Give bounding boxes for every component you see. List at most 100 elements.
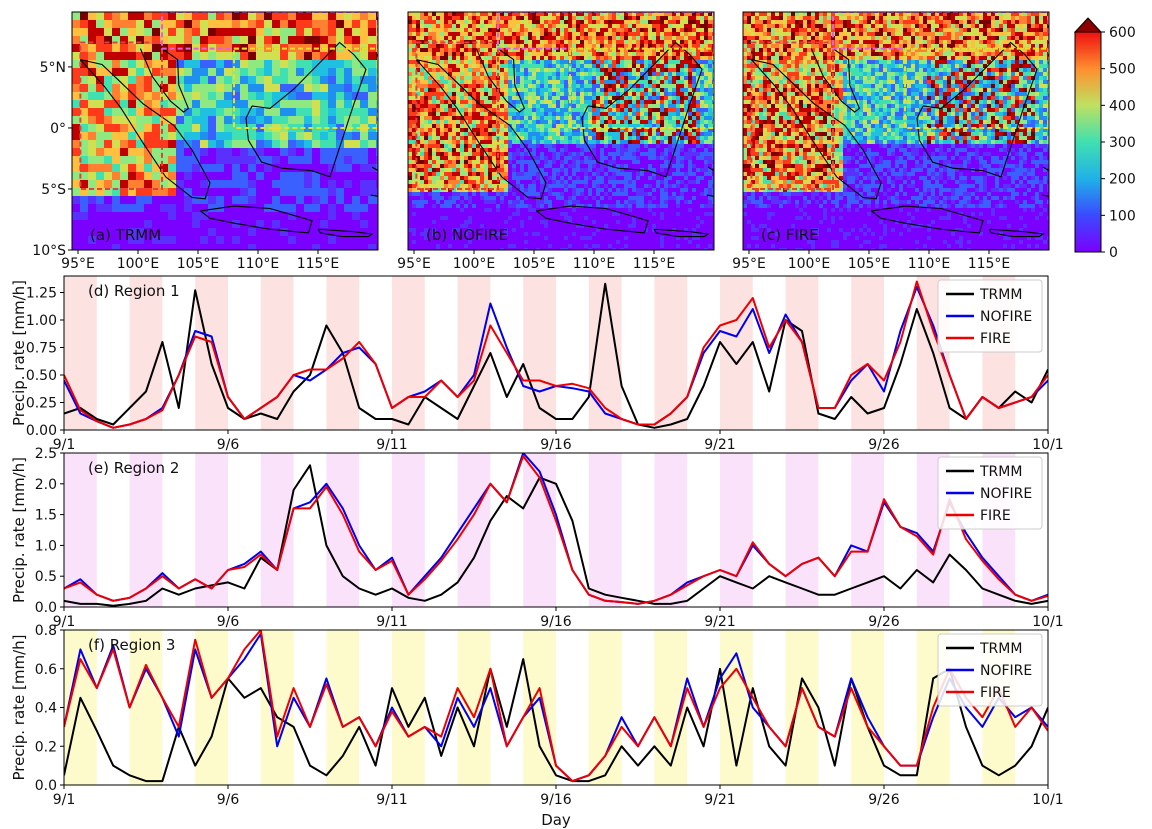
day-shade (654, 453, 688, 607)
lon-tick-label: 100°E (117, 256, 160, 272)
legend-label: FIRE (980, 685, 1011, 701)
region-box (233, 47, 378, 129)
coastline (653, 228, 710, 238)
panel-label: (f) Region 3 (88, 636, 175, 654)
lon-tick-label: 95°E (61, 256, 95, 272)
map-frame (407, 11, 715, 251)
lon-tick-label: 95°E (732, 256, 766, 272)
lon-tick-label: 115°E (633, 256, 676, 272)
map-panel-label: (c) FIRE (761, 226, 819, 244)
timeseries-panel: 0.0 0.5 1.0 1.5 2.0 2.5 9/1 9/6 9/11 9/16 9/21 9/26… (10, 446, 1064, 630)
y-tick-label: 1.0 (35, 538, 57, 554)
y-tick-label: 0.6 (35, 662, 57, 678)
colorbar-tick-label: 400 (1109, 98, 1136, 114)
map-frame (71, 11, 379, 251)
x-tick-label: 9/6 (217, 792, 240, 808)
day-shade (457, 276, 491, 430)
legend-label: NOFIRE (980, 486, 1032, 502)
x-tick-label: 9/16 (540, 437, 572, 453)
map-panel: (a) TRMM 95°E 100°E 105°E 110°E 115°E 5°N 0° 5°S… (32, 11, 379, 272)
day-shade (851, 630, 884, 785)
coastline (370, 166, 378, 197)
x-tick-label: 9/6 (217, 614, 240, 630)
colorbar-tick-label: 500 (1109, 62, 1136, 78)
region-box (79, 41, 163, 190)
map-frame (742, 11, 1050, 251)
coastline (750, 59, 882, 200)
lon-tick-label: 110°E (573, 256, 616, 272)
day-shade (851, 276, 884, 430)
y-tick-label: 2.5 (35, 446, 57, 462)
day-shade (326, 630, 360, 785)
legend-label: NOFIRE (980, 309, 1032, 325)
coastline (916, 41, 1038, 178)
x-tick-label: 9/21 (704, 437, 735, 453)
lat-tick-label: 0° (50, 121, 66, 137)
y-axis-label: Precip. rate [mm/h] (10, 280, 28, 426)
colorbar-tick-label: 0 (1109, 245, 1118, 261)
panel-label: (d) Region 1 (88, 282, 180, 300)
lon-tick-label: 105°E (177, 256, 220, 272)
day-shade (64, 453, 97, 607)
day-shade (129, 276, 163, 430)
y-tick-label: 0.5 (35, 569, 57, 585)
y-tick-label: 0.2 (35, 739, 57, 755)
day-shade (195, 630, 228, 785)
colorbar-tick-label: 600 (1109, 25, 1136, 41)
y-tick-label: 0.50 (26, 368, 57, 384)
lon-tick-label: 115°E (297, 256, 340, 272)
x-tick-label: 9/26 (868, 437, 900, 453)
day-shade (260, 630, 294, 785)
y-tick-label: 1.25 (26, 286, 57, 302)
timeseries-panel: 0.0 0.2 0.4 0.6 0.8 9/1 9/6 9/11 9/16 9/21 9/26 10/… (10, 623, 1064, 829)
y-axis-label: Precip. rate [mm/h] (10, 634, 28, 780)
coastline (581, 41, 703, 178)
lon-tick-label: 105°E (513, 256, 556, 272)
lat-tick-label: 10°S (32, 243, 66, 259)
day-shade (326, 453, 360, 607)
colorbar: 0 100 200 300 400 500 600 (1073, 17, 1136, 261)
day-shade (785, 276, 819, 430)
region-box (750, 41, 835, 190)
map-panel-label: (b) NOFIRE (426, 226, 508, 244)
day-shade (720, 453, 753, 607)
series-line-trmm (64, 282, 1048, 429)
coastline (139, 48, 190, 113)
y-tick-label: 0.75 (26, 341, 57, 357)
x-tick-label: 9/16 (540, 614, 572, 630)
coastline (871, 205, 984, 234)
coastline (536, 205, 649, 234)
region-box (904, 47, 1049, 129)
legend-label: NOFIRE (980, 663, 1032, 679)
y-axis-label: Precip. rate [mm/h] (10, 457, 28, 603)
day-shade (654, 276, 688, 430)
legend-label: FIRE (980, 331, 1011, 347)
series-line-trmm (64, 464, 1048, 607)
legend-label: FIRE (980, 508, 1011, 524)
x-tick-label: 10/1 (1032, 792, 1063, 808)
coastline (245, 41, 367, 178)
x-tick-label: 9/26 (868, 792, 900, 808)
legend-label: TRMM (979, 287, 1022, 303)
x-tick-label: 9/11 (376, 437, 407, 453)
y-tick-label: 2.0 (35, 477, 57, 493)
timeseries-panel: 0.00 0.25 0.50 0.75 1.00 1.25 9/1 9/6 9/11 9/16 9/… (10, 275, 1064, 453)
y-tick-label: 0.4 (35, 701, 57, 717)
x-tick-label: 9/6 (217, 437, 240, 453)
coastline (317, 228, 374, 238)
series-line-fire (64, 455, 1048, 605)
panel-label: (e) Region 2 (88, 459, 179, 477)
x-tick-label: 10/1 (1032, 614, 1063, 630)
day-shade (523, 276, 556, 430)
x-tick-label: 9/16 (540, 792, 572, 808)
lon-tick-label: 115°E (968, 256, 1011, 272)
x-tick-label: 9/26 (868, 614, 900, 630)
day-shade (260, 276, 294, 430)
x-tick-label: 9/1 (53, 614, 76, 630)
lon-tick-label: 105°E (848, 256, 891, 272)
lat-tick-label: 5°S (41, 182, 66, 198)
coastline (988, 228, 1045, 238)
y-tick-label: 1.00 (26, 313, 57, 329)
x-tick-label: 9/1 (53, 437, 76, 453)
